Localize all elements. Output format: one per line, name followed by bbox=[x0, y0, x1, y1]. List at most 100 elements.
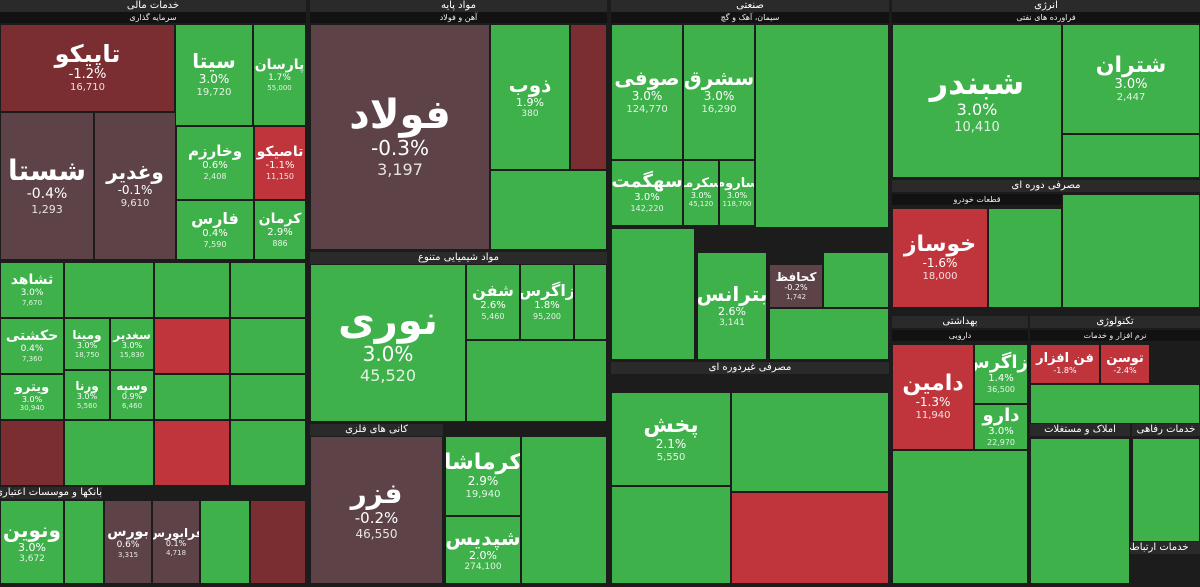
stock-tile[interactable]: سکرما3.0%45,120 bbox=[683, 160, 719, 226]
treemap-cell[interactable] bbox=[892, 450, 1028, 584]
stock-tile[interactable]: بترانس 2.6% 3,141 bbox=[697, 252, 767, 360]
stock-tile[interactable]: فزر -0.2% 46,550 bbox=[310, 436, 443, 584]
stock-symbol: وسپه bbox=[116, 378, 148, 393]
stock-tile[interactable]: شفن 2.6% 5,460 bbox=[466, 264, 520, 340]
stock-tile[interactable]: دزاگرس1.4%36,500 bbox=[974, 344, 1028, 404]
stock-tile[interactable]: دارو 3.0% 22,970 bbox=[974, 404, 1028, 450]
treemap-cell[interactable] bbox=[230, 262, 306, 318]
sector-header: خدمات رفاهی bbox=[1132, 424, 1200, 436]
treemap-cell[interactable] bbox=[154, 318, 230, 374]
industry-header: نرم افزار و خدمات bbox=[1030, 330, 1200, 341]
treemap-cell[interactable] bbox=[154, 262, 230, 318]
stock-value: 16,290 bbox=[701, 103, 737, 115]
stock-tile[interactable]: شستا -0.4% 1,293 bbox=[0, 112, 94, 260]
treemap-cell[interactable] bbox=[250, 500, 306, 584]
stock-change: 3.0% bbox=[121, 341, 143, 351]
stock-value: 7,360 bbox=[21, 354, 43, 363]
treemap-cell[interactable] bbox=[1030, 438, 1130, 584]
treemap-cell[interactable] bbox=[64, 262, 154, 318]
stock-tile[interactable]: زاگرس 1.8% 95,200 bbox=[520, 264, 574, 340]
stock-tile[interactable]: حکشتی 0.4% 7,360 bbox=[0, 318, 64, 374]
stock-tile[interactable]: فارس 0.4% 7,590 bbox=[176, 200, 254, 260]
stock-tile[interactable]: توسن -2.4% bbox=[1100, 344, 1150, 384]
stock-change: 2.9% bbox=[267, 226, 293, 238]
stock-tile[interactable]: تاپیکو -1.2% 16,710 bbox=[0, 24, 175, 112]
stock-tile[interactable]: بورس 0.6% 3,315 bbox=[104, 500, 152, 584]
stock-tile[interactable]: وغدیر -0.1% 9,610 bbox=[94, 112, 176, 260]
stock-change: -0.3% bbox=[370, 136, 430, 161]
treemap-cell[interactable] bbox=[230, 318, 306, 374]
stock-change: 2.0% bbox=[469, 548, 497, 562]
treemap-cell[interactable] bbox=[731, 492, 889, 584]
stock-tile[interactable]: شپدیس 2.0% 274,100 bbox=[445, 516, 521, 584]
treemap-cell[interactable] bbox=[611, 486, 731, 584]
treemap-cell[interactable] bbox=[200, 500, 250, 584]
stock-tile[interactable]: ورنا 3.0% 5,560 bbox=[64, 370, 110, 420]
stock-tile[interactable]: پخش 2.1% 5,550 bbox=[611, 392, 731, 486]
stock-tile[interactable]: پارسان 1.7% 55,000 bbox=[253, 24, 306, 126]
stock-tile[interactable]: ومینا 3.0% 18,750 bbox=[64, 318, 110, 370]
treemap-cell[interactable] bbox=[64, 420, 154, 486]
treemap-cell[interactable] bbox=[230, 420, 306, 486]
stock-tile[interactable]: کرماشا 2.9% 19,940 bbox=[445, 436, 521, 516]
stock-tile[interactable]: کحافظ -0.2% 1,742 bbox=[769, 264, 823, 308]
industry-header: دارویی bbox=[892, 330, 1028, 341]
stock-tile[interactable]: شتران 3.0% 2,447 bbox=[1062, 24, 1200, 134]
stock-tile[interactable]: وسپه 0.9% 6,460 bbox=[110, 370, 154, 420]
treemap-cell[interactable] bbox=[521, 436, 607, 584]
treemap-cell[interactable] bbox=[823, 252, 889, 308]
stock-tile[interactable]: سشرق 3.0% 16,290 bbox=[683, 24, 755, 160]
stock-tile[interactable]: صوفی 3.0% 124,770 bbox=[611, 24, 683, 160]
treemap-cell[interactable] bbox=[769, 308, 889, 360]
stock-tile[interactable]: سهگمت 3.0% 142,220 bbox=[611, 160, 683, 226]
stock-tile[interactable]: دامین -1.3% 11,940 bbox=[892, 344, 974, 450]
stock-change: -1.8% bbox=[1053, 366, 1077, 376]
stock-tile[interactable]: وخارزم 0.6% 2,408 bbox=[176, 126, 254, 200]
stock-symbol: فزر bbox=[350, 477, 403, 511]
stock-tile[interactable]: کرمان 2.9% 886 bbox=[254, 200, 306, 260]
stock-change: 3.0% bbox=[18, 540, 46, 554]
stock-tile[interactable]: ذوب 1.9% 380 bbox=[490, 24, 570, 170]
treemap-cell[interactable] bbox=[466, 340, 607, 422]
treemap-cell[interactable] bbox=[1030, 384, 1200, 424]
treemap-cell[interactable] bbox=[1062, 134, 1200, 178]
industry-header: سرمایه گذاری bbox=[0, 12, 306, 23]
stock-tile[interactable]: شبندر 3.0% 10,410 bbox=[892, 24, 1062, 178]
treemap-cell[interactable] bbox=[490, 170, 607, 250]
stock-tile[interactable]: ساروم3.0%118,700 bbox=[719, 160, 755, 226]
stock-change: -0.2% bbox=[784, 283, 808, 293]
stock-change: 0.6% bbox=[116, 539, 140, 550]
treemap-cell[interactable] bbox=[230, 374, 306, 420]
treemap-cell[interactable] bbox=[731, 392, 889, 492]
stock-tile[interactable]: خوساز -1.6% 18,000 bbox=[892, 208, 988, 308]
treemap-cell[interactable] bbox=[0, 420, 64, 486]
stock-symbol: تاصیکو bbox=[256, 143, 304, 160]
stock-symbol: پخش bbox=[643, 413, 699, 439]
stock-symbol: بترانس bbox=[697, 281, 767, 306]
stock-symbol: شستا bbox=[8, 154, 86, 188]
treemap-cell[interactable] bbox=[570, 24, 607, 170]
treemap-cell[interactable] bbox=[1132, 438, 1200, 542]
treemap-cell[interactable] bbox=[64, 500, 104, 584]
industry-header: قطعات خودرو bbox=[892, 194, 1062, 205]
treemap-cell[interactable] bbox=[988, 208, 1062, 308]
stock-tile[interactable]: فولاد -0.3% 3,197 bbox=[310, 24, 490, 250]
stock-tile[interactable]: ثشاهد 3.0% 7,670 bbox=[0, 262, 64, 318]
sector-header: املاک و مستغلات bbox=[1030, 424, 1130, 436]
stock-change: 2.1% bbox=[655, 437, 687, 452]
stock-tile[interactable]: فرابورس0.1%4,718 bbox=[152, 500, 200, 584]
stock-tile[interactable]: فن افزار -1.8% bbox=[1030, 344, 1100, 384]
treemap-cell[interactable] bbox=[154, 374, 230, 420]
treemap-cell[interactable] bbox=[154, 420, 230, 486]
stock-tile[interactable]: ونوین 3.0% 3,672 bbox=[0, 500, 64, 584]
treemap-cell[interactable] bbox=[611, 228, 695, 360]
treemap-cell[interactable] bbox=[574, 264, 607, 340]
stock-tile[interactable]: سیتا 3.0% 19,720 bbox=[175, 24, 253, 126]
stock-tile[interactable]: سغدیر 3.0% 15,830 bbox=[110, 318, 154, 370]
stock-tile[interactable]: نوری 3.0% 45,520 bbox=[310, 264, 466, 422]
stock-tile[interactable]: ویترو 3.0% 30,940 bbox=[0, 374, 64, 420]
treemap-cell[interactable] bbox=[1062, 194, 1200, 308]
stock-value: 18,750 bbox=[74, 350, 100, 359]
treemap-cell[interactable] bbox=[755, 24, 889, 228]
stock-tile[interactable]: تاصیکو -1.1% 11,150 bbox=[254, 126, 306, 200]
